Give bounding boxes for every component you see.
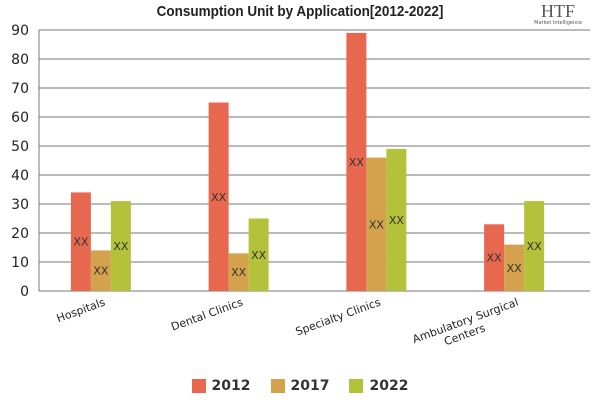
bar-2017 — [504, 244, 525, 291]
y-tick-label: 80 — [11, 52, 29, 68]
y-tick-label: 40 — [11, 168, 29, 184]
legend-label: 2017 — [290, 378, 330, 394]
y-tick-label: 50 — [11, 139, 29, 155]
bar-2022 — [386, 148, 407, 291]
bar-2012 — [208, 102, 229, 291]
bar-2017 — [228, 253, 249, 291]
chart-title: Consumption Unit by Application[2012-202… — [156, 3, 444, 20]
data-label: XX — [231, 266, 247, 279]
y-tick-label: 20 — [11, 226, 29, 242]
legend-swatch — [349, 379, 364, 393]
bar-2017 — [366, 157, 387, 291]
data-label: XX — [349, 156, 365, 169]
legend: 2012 2017 2022 — [0, 378, 600, 394]
x-tick-label: Ambulatory SurgicalCenters — [411, 296, 525, 359]
data-label: XX — [113, 240, 129, 253]
data-label: XX — [389, 214, 405, 227]
legend-swatch — [270, 379, 285, 393]
y-tick-label: 70 — [11, 81, 29, 97]
bar-2017 — [90, 250, 111, 291]
data-label: XX — [369, 218, 385, 231]
bar-2012 — [70, 192, 91, 291]
bar-2022 — [524, 201, 545, 291]
data-label: XX — [73, 236, 89, 249]
x-tick-label: Specialty Clinics — [294, 296, 383, 339]
y-tick-label: 30 — [11, 197, 29, 213]
legend-label: 2022 — [369, 378, 409, 394]
logo-text: HTF — [541, 1, 576, 21]
logo-subtext: Market Intelligence — [534, 20, 582, 26]
bar-2012 — [484, 224, 505, 291]
data-label: XX — [251, 249, 267, 262]
legend-item-2017[interactable]: 2017 — [270, 378, 330, 394]
bar-2012 — [346, 32, 367, 292]
data-label: XX — [211, 191, 227, 204]
y-tick-label: 0 — [20, 284, 29, 300]
data-label: XX — [93, 265, 109, 278]
data-label: XX — [487, 252, 503, 265]
x-tick-label: Hospitals — [55, 296, 107, 326]
bar-2022 — [110, 201, 131, 291]
bar-2022 — [248, 218, 269, 291]
data-label: XX — [507, 262, 523, 275]
htf-logo: HTF Market Intelligence — [534, 2, 582, 26]
legend-item-2012[interactable]: 2012 — [191, 378, 251, 394]
y-tick-label: 10 — [11, 255, 29, 271]
x-tick-label: Dental Clinics — [169, 296, 245, 334]
y-tick-label: 90 — [11, 23, 29, 39]
data-label: XX — [527, 240, 543, 253]
legend-label: 2012 — [211, 378, 251, 394]
y-tick-label: 60 — [11, 110, 29, 126]
legend-item-2022[interactable]: 2022 — [349, 378, 408, 394]
legend-swatch — [191, 379, 206, 393]
